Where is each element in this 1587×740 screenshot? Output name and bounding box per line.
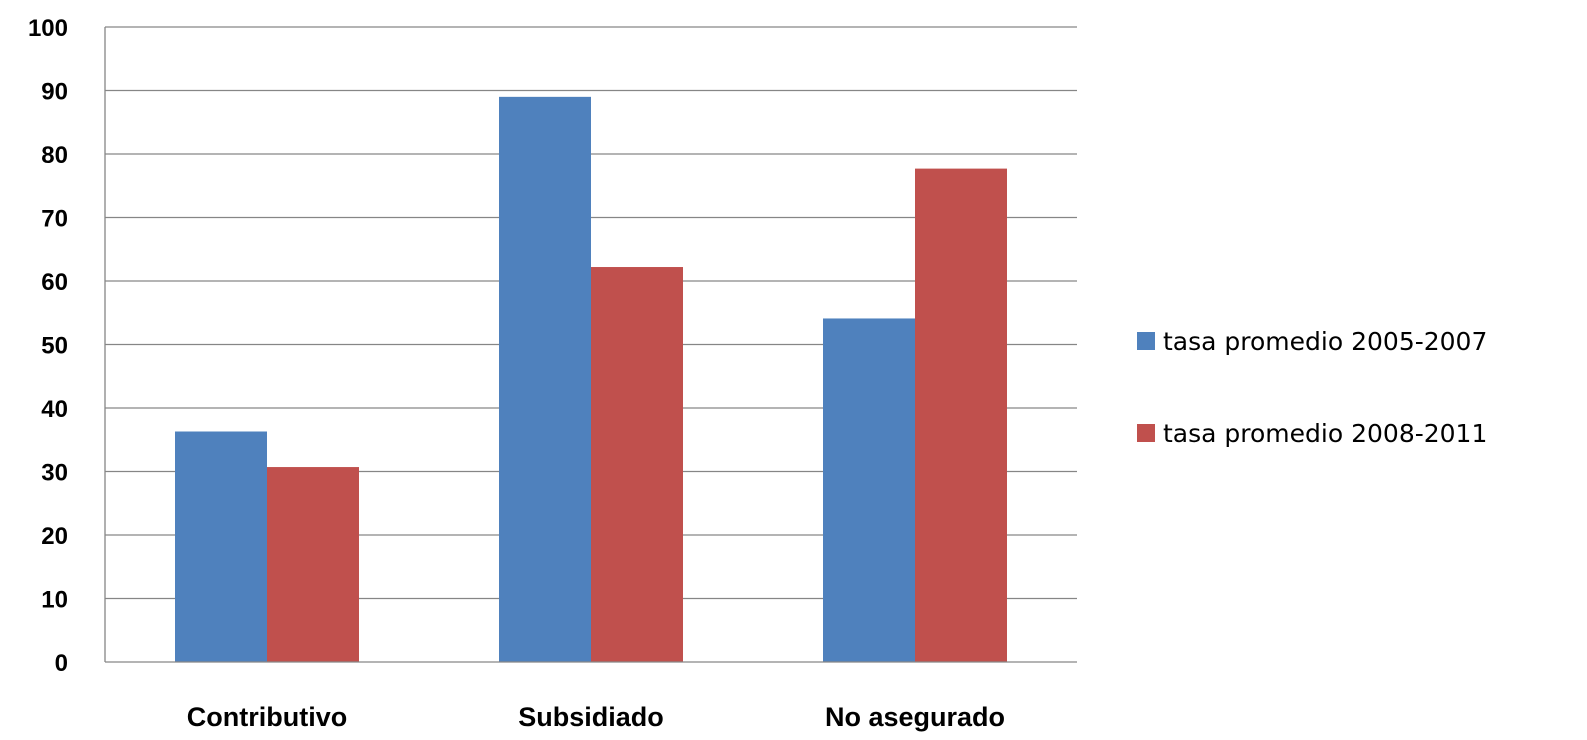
legend-label-series-2: tasa promedio 2008-2011 xyxy=(1163,419,1487,448)
legend: tasa promedio 2005-2007 tasa promedio 20… xyxy=(1137,327,1487,448)
y-tick-label: 10 xyxy=(41,587,68,614)
bar-series-2-no-asegurado xyxy=(915,168,1007,663)
x-axis-category-labels: Contributivo Subsidiado No asegurado xyxy=(187,702,1005,732)
y-tick-label: 20 xyxy=(41,523,68,550)
y-tick-label: 70 xyxy=(41,206,68,233)
y-tick-label: 80 xyxy=(41,142,68,169)
x-category-label: No asegurado xyxy=(825,702,1005,732)
legend-swatch-series-2 xyxy=(1137,424,1155,442)
bar-series-2-contributivo xyxy=(267,467,359,662)
x-category-label: Subsidiado xyxy=(518,702,664,732)
bar-series-1-no-asegurado xyxy=(823,318,915,662)
bar-series-2-subsidiado xyxy=(591,267,683,662)
legend-swatch-series-1 xyxy=(1137,332,1155,350)
y-tick-label: 0 xyxy=(55,650,68,677)
y-tick-label: 30 xyxy=(41,460,68,487)
bar-series-1-subsidiado xyxy=(499,96,591,663)
bars xyxy=(175,96,1007,663)
bar-series-1-contributivo xyxy=(175,431,267,662)
y-axis-tick-labels: 0 10 20 30 40 50 60 70 80 90 100 xyxy=(28,15,68,677)
legend-label-series-1: tasa promedio 2005-2007 xyxy=(1163,327,1487,356)
y-tick-label: 90 xyxy=(41,79,68,106)
y-tick-label: 100 xyxy=(28,15,68,42)
y-tick-label: 40 xyxy=(41,396,68,423)
y-tick-label: 50 xyxy=(41,333,68,360)
y-tick-label: 60 xyxy=(41,269,68,296)
x-category-label: Contributivo xyxy=(187,702,347,732)
